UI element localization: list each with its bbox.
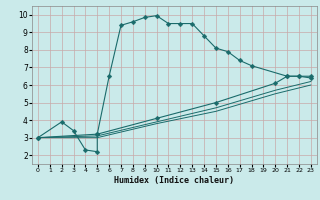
X-axis label: Humidex (Indice chaleur): Humidex (Indice chaleur)	[115, 176, 234, 185]
